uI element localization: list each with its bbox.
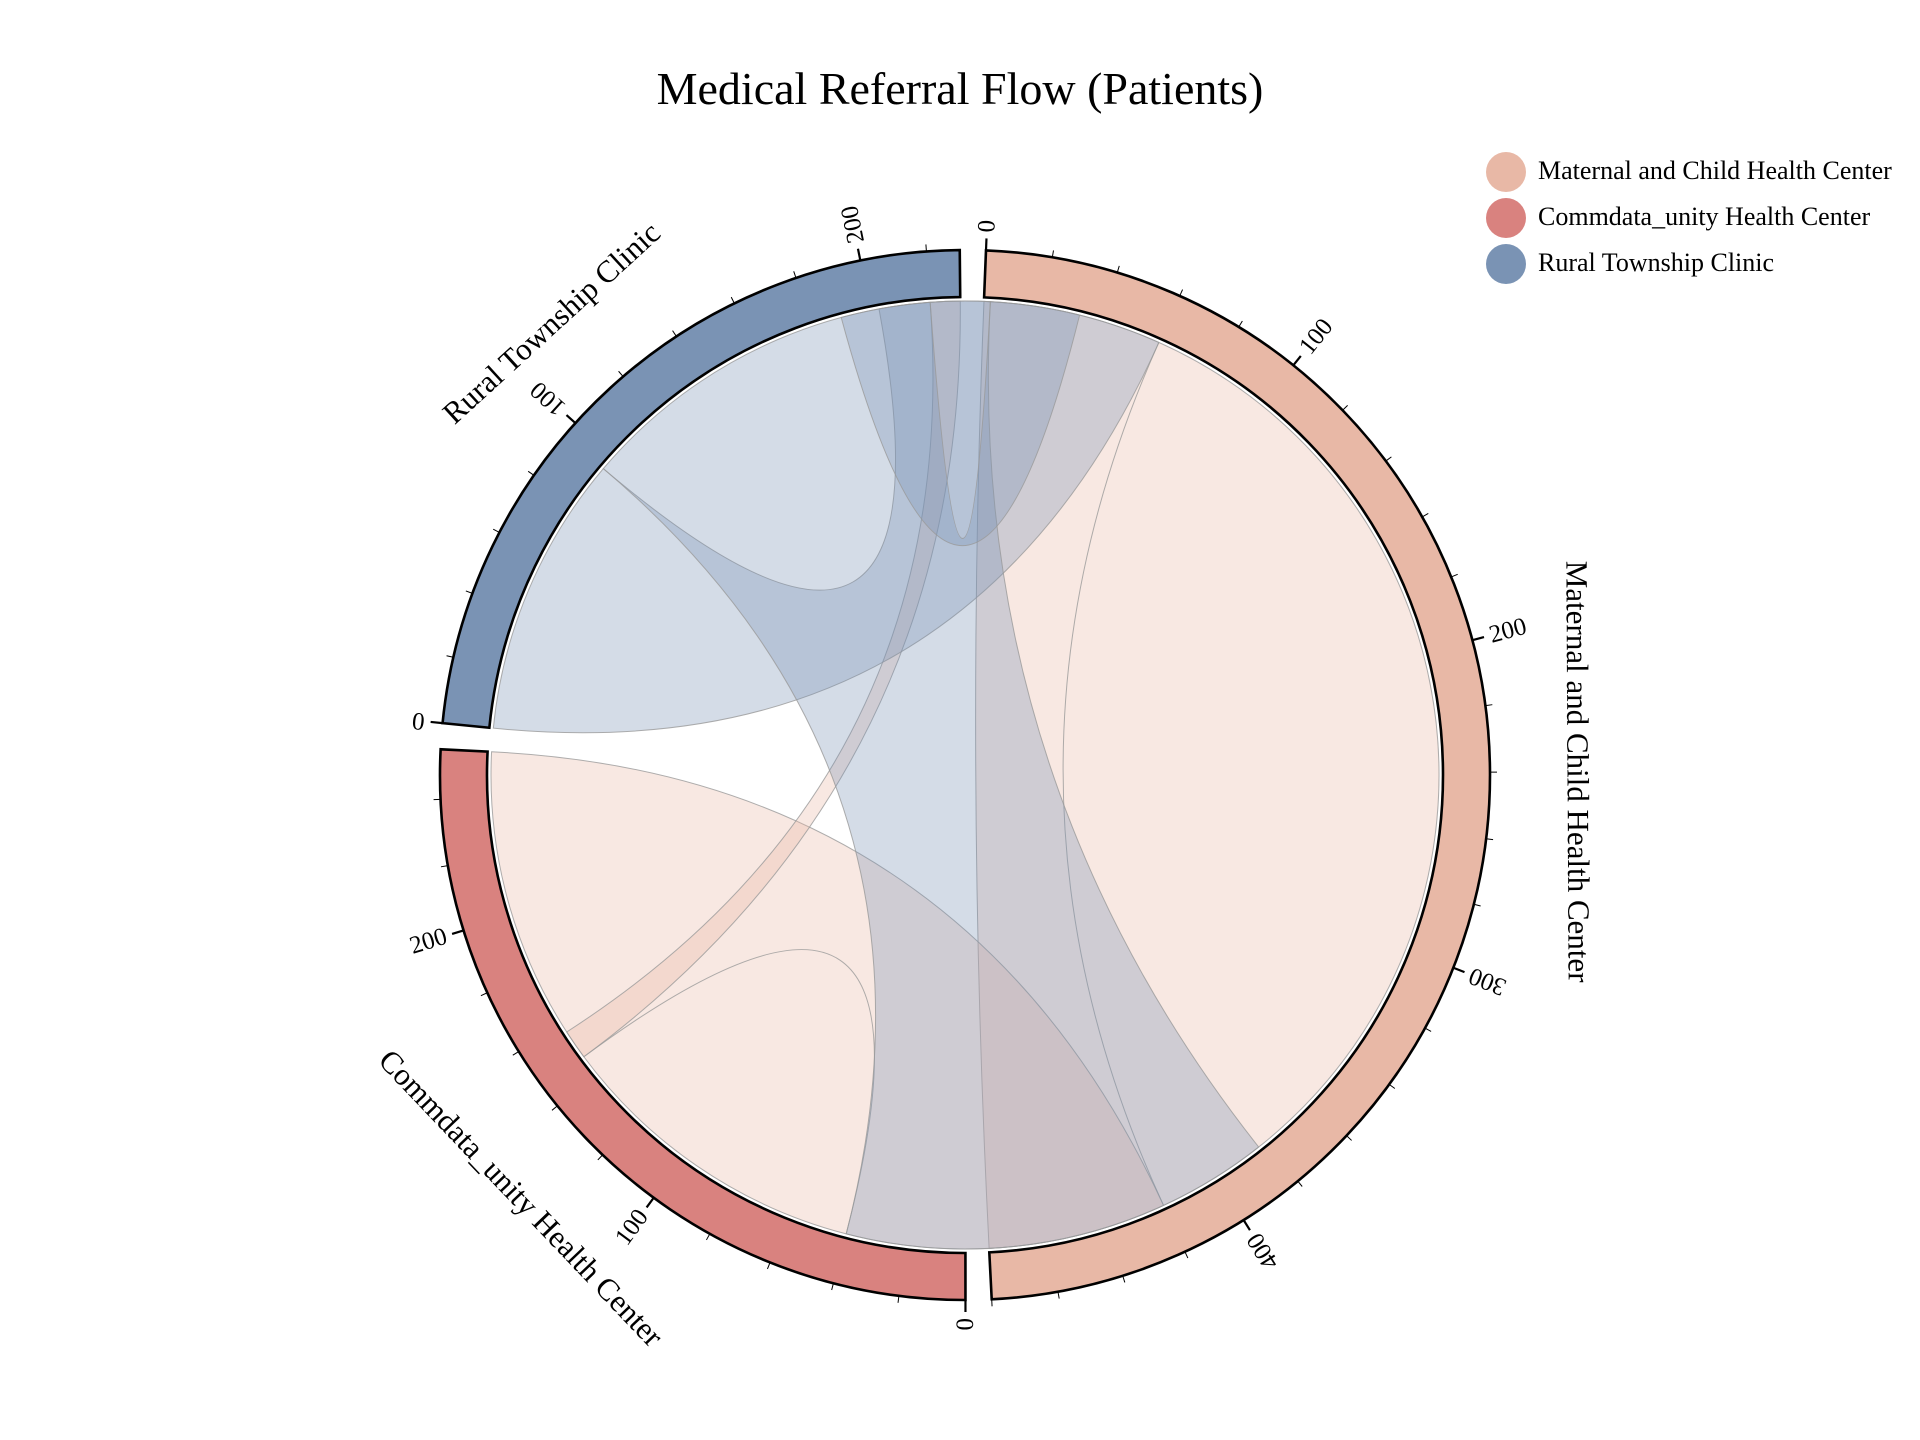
major-tick xyxy=(1292,355,1302,367)
tick-label: 100 xyxy=(525,376,571,421)
arcs-layer xyxy=(438,248,1492,1302)
minor-tick xyxy=(1346,1135,1352,1141)
minor-tick xyxy=(1179,289,1184,297)
minor-tick xyxy=(1342,405,1348,411)
legend-item-community[interactable]: Commdata_unity Health Center xyxy=(1486,196,1920,242)
minor-tick xyxy=(793,271,797,279)
minor-tick xyxy=(705,1233,711,1241)
legend-item-maternal[interactable]: Maternal and Child Health Center xyxy=(1486,150,1920,196)
minor-tick xyxy=(1388,1083,1396,1089)
minor-tick xyxy=(1116,265,1120,273)
legend-label: Maternal and Child Health Center xyxy=(1538,156,1892,185)
major-tick xyxy=(565,414,577,424)
tick-label: 200 xyxy=(1486,613,1529,649)
ribbon-maternal-and-child-health-center-to-commdata-unity-health-center xyxy=(490,751,1165,1250)
minor-tick xyxy=(480,992,488,997)
legend-item-rural[interactable]: Rural Township Clinic xyxy=(1486,242,1920,288)
major-tick xyxy=(1472,636,1485,642)
minor-tick xyxy=(766,1262,771,1270)
minor-tick xyxy=(440,865,448,868)
tick-label: 200 xyxy=(407,923,451,960)
tick-label: 100 xyxy=(610,1204,654,1250)
minor-tick xyxy=(1473,903,1481,907)
minor-tick xyxy=(925,244,927,252)
tick-label: 100 xyxy=(1294,314,1339,360)
minor-tick xyxy=(1451,573,1458,578)
minor-tick xyxy=(1297,1180,1303,1187)
major-tick xyxy=(856,248,862,261)
major-tick xyxy=(430,720,443,725)
major-tick xyxy=(1242,1219,1251,1231)
tick-label: 400 xyxy=(1242,1228,1285,1274)
tick-label: 0 xyxy=(952,1318,979,1331)
minor-tick xyxy=(1385,456,1392,462)
legend-swatch xyxy=(1486,152,1526,192)
minor-tick xyxy=(730,296,735,304)
arc-rural-township-clinic xyxy=(441,248,962,730)
tick-label: 0 xyxy=(973,219,1000,233)
minor-tick xyxy=(446,655,454,658)
ribbons-layer xyxy=(490,300,1440,1250)
minor-tick xyxy=(1238,320,1243,328)
minor-tick xyxy=(831,1283,834,1291)
minor-tick xyxy=(672,330,677,337)
ribbon-rural-township-clinic-to-rural-township-clinic xyxy=(840,301,1081,546)
legend-swatch xyxy=(1486,198,1526,238)
minor-tick xyxy=(618,370,624,377)
minor-tick xyxy=(512,1051,520,1056)
minor-tick xyxy=(492,528,500,533)
minor-tick xyxy=(597,1154,603,1161)
minor-tick xyxy=(527,470,535,476)
tick-label: 300 xyxy=(1465,962,1510,1001)
legend-label: Commdata_unity Health Center xyxy=(1538,202,1871,231)
major-tick xyxy=(645,1197,655,1209)
chart-title: Medical Referral Flow (Patients) xyxy=(656,63,1264,114)
legend-swatch xyxy=(1486,244,1526,284)
major-tick xyxy=(1452,966,1465,974)
minor-tick xyxy=(897,1295,900,1303)
tick-label: 0 xyxy=(411,707,426,735)
minor-tick xyxy=(1485,704,1493,707)
minor-tick xyxy=(1057,1291,1060,1299)
minor-tick xyxy=(551,1105,558,1111)
legend: Maternal and Child Health Center Commdat… xyxy=(1486,150,1920,288)
minor-tick xyxy=(1122,1275,1126,1283)
minor-tick xyxy=(1051,250,1054,258)
major-tick xyxy=(451,929,464,936)
minor-tick xyxy=(1424,1027,1432,1032)
minor-tick xyxy=(1486,838,1494,841)
minor-tick xyxy=(1421,513,1429,518)
tick-label: 200 xyxy=(836,203,870,245)
minor-tick xyxy=(1184,1251,1189,1259)
arc-commdata-unity-health-center xyxy=(438,747,967,1302)
legend-label: Rural Township Clinic xyxy=(1538,248,1775,277)
minor-tick xyxy=(465,590,473,594)
arc-maternal-and-child-health-center xyxy=(982,249,1492,1301)
node-label-maternal-and-child-health-center: Maternal and Child Health Center xyxy=(1559,561,1596,984)
